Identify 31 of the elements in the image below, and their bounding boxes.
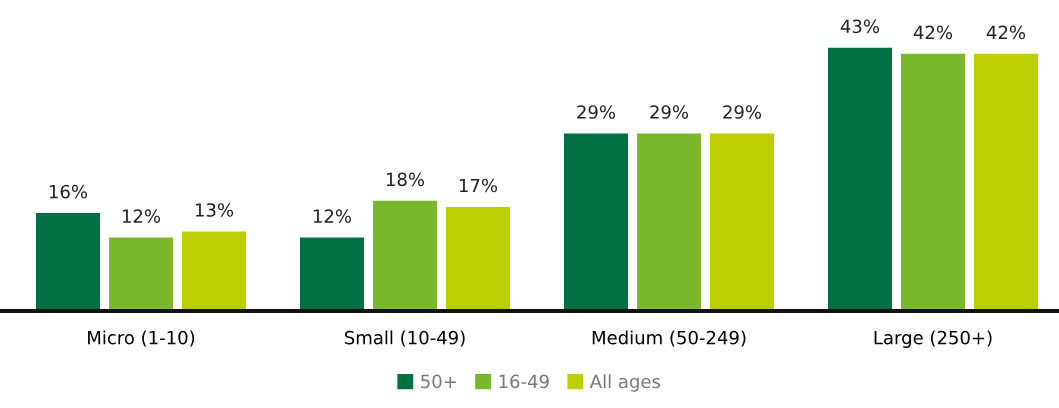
data-label: 12%	[122, 209, 161, 223]
bar	[974, 53, 1038, 311]
x-tick-label: Large (250+)	[874, 330, 992, 348]
data-label: 43%	[840, 19, 880, 34]
legend-label: All ages	[589, 374, 661, 392]
data-label: 16%	[49, 184, 88, 199]
x-tick-label: Small (10-49)	[344, 330, 465, 347]
data-label: 17%	[459, 178, 498, 193]
data-label: 13%	[195, 203, 234, 217]
data-label: 12%	[313, 209, 352, 223]
data-label: 29%	[723, 105, 762, 119]
bar	[564, 133, 628, 311]
legend-label: 16-49	[499, 374, 549, 389]
data-label: 42%	[986, 25, 1026, 40]
bar	[901, 53, 965, 311]
data-label: 18%	[386, 172, 425, 187]
bar	[373, 200, 437, 311]
bar	[828, 47, 892, 311]
bar	[710, 133, 774, 311]
x-tick-label: Micro (1-10)	[88, 330, 195, 347]
bar	[637, 133, 701, 311]
bar	[182, 231, 246, 311]
bar	[446, 206, 510, 311]
data-label: 29%	[577, 105, 616, 119]
bar	[300, 237, 364, 311]
x-tick-label: Medium (50-249)	[592, 330, 746, 347]
data-label: 29%	[650, 105, 689, 119]
bar	[109, 237, 173, 311]
data-label: 42%	[913, 25, 953, 40]
legend-label: 50+	[421, 374, 456, 389]
bar	[36, 213, 100, 311]
